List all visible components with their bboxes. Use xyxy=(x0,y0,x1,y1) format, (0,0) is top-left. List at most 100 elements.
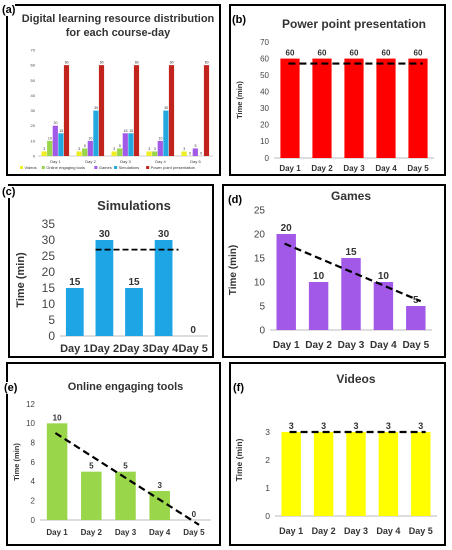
bar xyxy=(152,151,158,156)
bar xyxy=(76,151,82,156)
x-tick-label: Day 3 xyxy=(343,164,365,173)
y-axis-label: Time (min) xyxy=(235,81,244,119)
data-label: 0 xyxy=(200,152,202,156)
chart-title: Games xyxy=(331,189,371,203)
chart-d: Games Time (min) 0 5 10 15 20 25 20 Day 1 10 Day 2 1… xyxy=(228,189,432,351)
y-tick-label: 0 xyxy=(48,329,55,343)
data-label: 5 xyxy=(123,462,128,471)
data-label: 0 xyxy=(192,510,197,519)
y-tick-label: 2 xyxy=(31,496,36,505)
chart-title-line2: for each course-day xyxy=(66,27,171,39)
panel-d-label: (d) xyxy=(228,194,243,206)
bar xyxy=(281,432,301,516)
y-tick-label: 4 xyxy=(31,477,36,486)
data-label: 15 xyxy=(69,277,81,288)
bar xyxy=(87,140,93,156)
data-label: 10 xyxy=(159,136,163,140)
y-tick-label: 20 xyxy=(260,121,269,130)
chart-title: Power point presentation xyxy=(282,17,426,31)
y-tick-label: 12 xyxy=(26,400,35,409)
y-tick-label: 60 xyxy=(260,54,269,63)
x-tick-label: Day 4 xyxy=(149,528,171,537)
data-label: 0 xyxy=(190,325,196,336)
panel-f: Videos Time (min) 0 1 2 3 3 Day 1 3 Day 2 3 Day 3 3 D… xyxy=(229,362,446,546)
y-tick-label: 10 xyxy=(31,138,36,143)
x-tick-label: Day 2 xyxy=(312,526,336,536)
y-tick-label: 40 xyxy=(31,93,36,98)
panel-e-label: (e) xyxy=(4,382,18,394)
y-tick-label: 0 xyxy=(31,516,36,525)
data-label: 10 xyxy=(53,413,62,422)
x-tick-label: Day 2 xyxy=(311,164,333,173)
data-label: 60 xyxy=(170,61,174,65)
bar xyxy=(95,240,114,336)
data-label: 10 xyxy=(48,136,52,140)
chart-c: Simulations Time (min) 0 5 10 15 20 25 30 35 15 Day… xyxy=(15,198,208,355)
bar xyxy=(111,151,117,156)
x-tick-label: Day 1 xyxy=(279,164,301,173)
data-label: 10 xyxy=(313,271,325,282)
bar xyxy=(376,58,396,159)
panel-c: Simulations Time (min) 0 5 10 15 20 25 30 35 15 Day… xyxy=(8,184,214,358)
bar xyxy=(313,432,334,516)
bar xyxy=(149,491,170,520)
chart-e: Online engaging tools Time (min) 0 2 4 6 8 10 12… xyxy=(12,381,211,537)
y-tick-label: 20 xyxy=(42,265,56,279)
data-label: 3 xyxy=(157,481,162,490)
data-label: 15 xyxy=(345,247,357,258)
bar xyxy=(58,133,64,156)
y-tick-label: 10 xyxy=(26,419,35,428)
x-tick-label: Day 1 xyxy=(46,528,68,537)
y-tick-label: 50 xyxy=(31,78,36,83)
x-tick-label: Day 2 xyxy=(85,159,96,164)
bar xyxy=(46,423,68,520)
x-tick-label: Day 4 xyxy=(155,159,166,164)
chart-title: Simulations xyxy=(97,198,171,213)
legend-label: Online engaging tools xyxy=(46,165,85,170)
bar xyxy=(115,471,136,520)
bar xyxy=(280,58,300,159)
x-tick-label: Day 5 xyxy=(179,343,208,355)
data-label: 60 xyxy=(286,49,295,58)
bar xyxy=(63,65,70,156)
chart-b: Power point presentation Time (min) 0 10 20 3… xyxy=(235,17,434,173)
legend-swatch xyxy=(41,166,45,169)
bar xyxy=(308,282,329,330)
data-label: 5 xyxy=(195,144,197,148)
y-tick-label: 25 xyxy=(254,206,266,217)
bar xyxy=(47,140,53,156)
x-tick-label: Day 1 xyxy=(60,343,89,355)
data-label: 5 xyxy=(119,144,121,148)
data-label: 3 xyxy=(386,421,391,431)
y-tick-label: 0 xyxy=(265,511,270,521)
bar xyxy=(181,151,187,156)
y-tick-label: 30 xyxy=(260,104,269,113)
x-tick-label: Day 1 xyxy=(279,526,303,536)
data-label: 60 xyxy=(205,61,209,65)
bar xyxy=(346,432,366,516)
data-label: 60 xyxy=(382,49,391,58)
bar xyxy=(82,148,88,156)
x-tick-label: Day 3 xyxy=(115,528,137,537)
panel-a-label: (a) xyxy=(2,4,16,16)
y-tick-label: 15 xyxy=(42,281,56,295)
chart-a: Digital learning resource distribution fo… xyxy=(20,13,215,170)
x-tick-label: Day 4 xyxy=(370,340,397,351)
data-label: 30 xyxy=(164,106,168,110)
data-label: 60 xyxy=(135,61,139,65)
y-tick-label: 70 xyxy=(31,48,36,53)
legend-swatch xyxy=(20,166,23,169)
x-tick-label: Day 5 xyxy=(402,340,429,351)
legend-label: Videos xyxy=(25,165,37,170)
y-tick-label: 30 xyxy=(42,233,56,247)
y-tick-label: 25 xyxy=(42,249,56,263)
data-label: 60 xyxy=(414,49,423,58)
data-label: 3 xyxy=(78,147,80,151)
bar xyxy=(122,133,128,156)
data-label: 3 xyxy=(154,147,156,151)
bar xyxy=(65,288,84,336)
y-tick-label: 35 xyxy=(42,217,56,231)
data-label: 5 xyxy=(84,144,86,148)
y-axis-label: Time (min) xyxy=(228,245,239,295)
panel-f-label: (f) xyxy=(233,382,244,394)
